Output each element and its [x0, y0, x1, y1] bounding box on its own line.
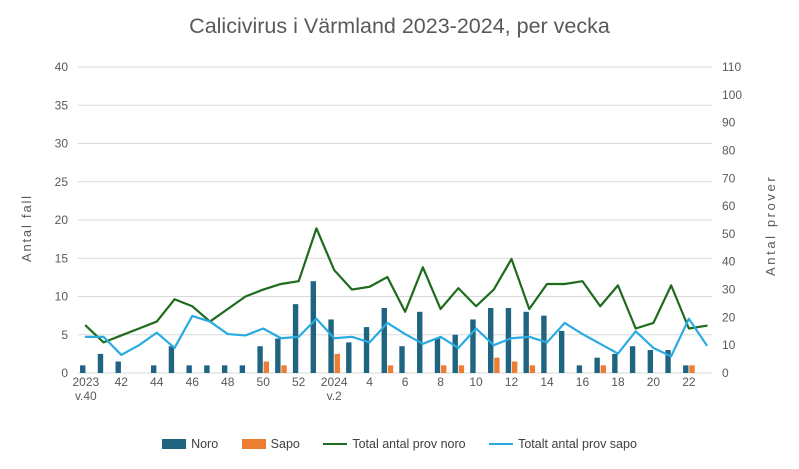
- svg-text:8: 8: [437, 375, 444, 389]
- svg-text:10: 10: [722, 338, 736, 352]
- svg-text:40: 40: [55, 60, 69, 74]
- svg-text:52: 52: [292, 375, 306, 389]
- svg-text:20: 20: [55, 213, 69, 227]
- svg-text:18: 18: [611, 375, 625, 389]
- svg-text:60: 60: [722, 199, 736, 213]
- svg-text:14: 14: [540, 375, 554, 389]
- svg-text:30: 30: [55, 137, 69, 151]
- svg-text:42: 42: [115, 375, 129, 389]
- svg-text:50: 50: [722, 227, 736, 241]
- svg-text:40: 40: [722, 255, 736, 269]
- svg-text:25: 25: [55, 175, 69, 189]
- svg-text:20: 20: [722, 310, 736, 324]
- svg-text:48: 48: [221, 375, 235, 389]
- svg-text:80: 80: [722, 143, 736, 157]
- svg-text:12: 12: [505, 375, 519, 389]
- svg-text:0: 0: [61, 366, 68, 380]
- svg-text:10: 10: [469, 375, 483, 389]
- svg-text:20: 20: [647, 375, 661, 389]
- svg-text:4: 4: [366, 375, 373, 389]
- svg-text:5: 5: [61, 328, 68, 342]
- svg-text:2023: 2023: [72, 375, 99, 389]
- svg-text:44: 44: [150, 375, 164, 389]
- svg-text:v.40: v.40: [75, 389, 97, 403]
- svg-text:46: 46: [186, 375, 200, 389]
- svg-text:50: 50: [257, 375, 271, 389]
- svg-text:100: 100: [722, 88, 742, 102]
- svg-text:2024: 2024: [321, 375, 348, 389]
- svg-text:35: 35: [55, 98, 69, 112]
- svg-text:90: 90: [722, 116, 736, 130]
- svg-text:110: 110: [722, 60, 741, 74]
- svg-text:15: 15: [55, 251, 69, 265]
- svg-text:70: 70: [722, 171, 736, 185]
- svg-text:30: 30: [722, 283, 736, 297]
- svg-text:0: 0: [722, 366, 729, 380]
- svg-text:6: 6: [402, 375, 409, 389]
- svg-text:16: 16: [576, 375, 590, 389]
- svg-text:22: 22: [682, 375, 696, 389]
- svg-text:10: 10: [55, 290, 69, 304]
- svg-text:v.2: v.2: [327, 389, 342, 403]
